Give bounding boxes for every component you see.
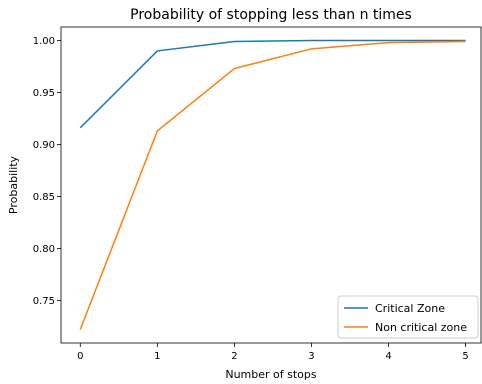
x-axis-label: Number of stops	[225, 368, 317, 381]
y-tick-label: 0.75	[33, 296, 55, 307]
chart-title: Probability of stopping less than n time…	[130, 7, 412, 23]
y-tick-label: 0.90	[33, 140, 55, 151]
series-line-2	[79, 40, 466, 330]
y-tick-label: 0.80	[33, 244, 55, 255]
y-axis-label: Probability	[7, 155, 20, 214]
legend-label-1: Critical Zone	[375, 302, 445, 315]
x-tick-label: 3	[308, 351, 314, 362]
legend-box	[337, 295, 479, 339]
plot-frame	[60, 26, 482, 344]
x-tick-label: 1	[154, 351, 160, 362]
y-tick-label: 0.85	[33, 192, 55, 203]
x-axis-ticks: 0 1 2 3 4 5	[77, 343, 469, 362]
y-tick-label: 1.00	[33, 36, 55, 47]
x-tick-label: 5	[462, 351, 468, 362]
plot-area	[79, 39, 466, 330]
series-line-1	[79, 39, 466, 129]
x-tick-label: 2	[231, 351, 237, 362]
y-tick-label: 0.95	[33, 88, 55, 99]
y-axis-ticks: 0.75 0.80 0.85 0.90 0.95 1.00	[33, 36, 61, 307]
legend: Critical Zone Non critical zone	[337, 295, 479, 339]
x-tick-label: 4	[385, 351, 391, 362]
legend-label-2: Non critical zone	[375, 321, 467, 334]
x-tick-label: 0	[77, 351, 83, 362]
